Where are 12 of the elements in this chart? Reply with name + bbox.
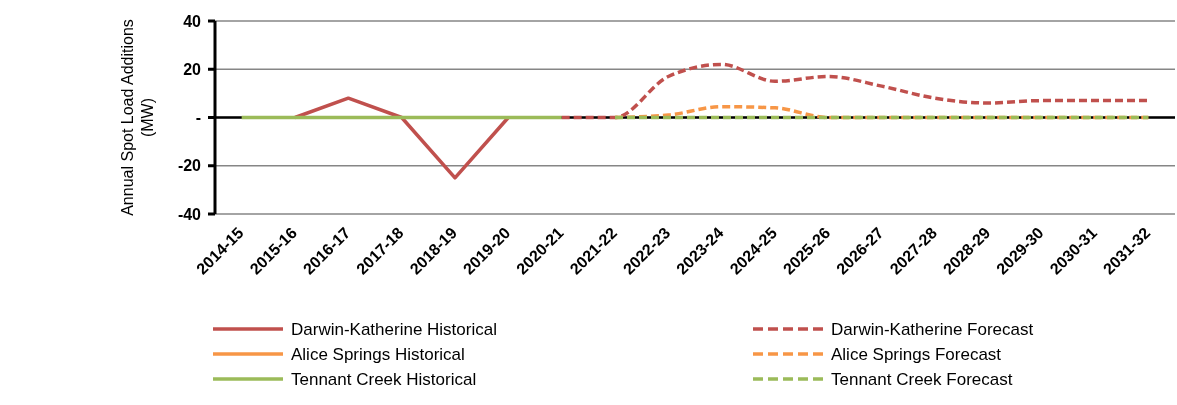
legend-label: Darwin-Katherine Forecast — [831, 319, 1034, 339]
y-tick-label: -20 — [177, 157, 202, 175]
legend-label: Tennant Creek Forecast — [831, 369, 1013, 389]
legend-label: Darwin-Katherine Historical — [291, 319, 497, 339]
legend-label: Tennant Creek Historical — [291, 369, 477, 389]
legend-label: Alice Springs Forecast — [831, 344, 1002, 364]
y-axis-title: Annual Spot Load Additions (MW) — [119, 19, 156, 216]
legend-label: Alice Springs Historical — [291, 344, 465, 364]
y-tick-label: 20 — [183, 60, 202, 78]
y-tick-label: 40 — [183, 12, 202, 30]
y-tick-label: -40 — [177, 205, 202, 223]
y-tick-label: - — [195, 109, 201, 127]
